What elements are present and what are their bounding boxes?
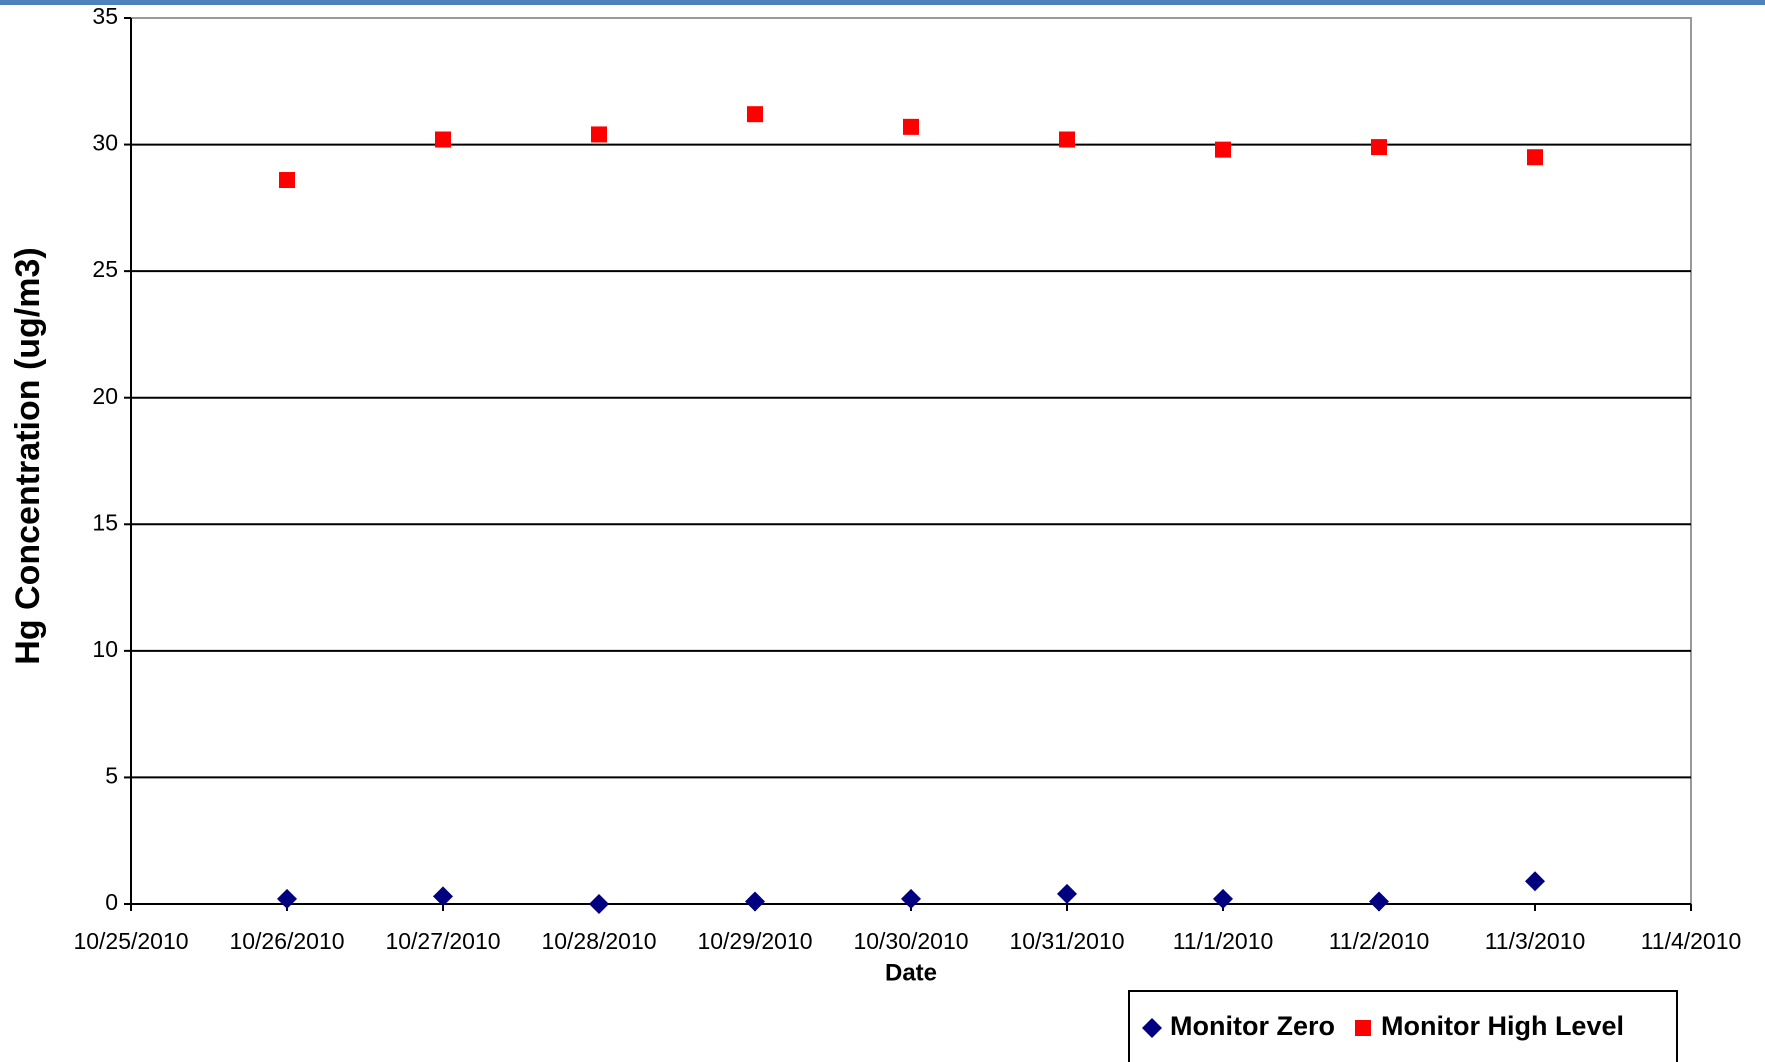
x-tick-label: 10/31/2010 xyxy=(1009,928,1124,954)
x-tick-label: 10/27/2010 xyxy=(385,928,500,954)
point xyxy=(1371,139,1387,156)
x-tick-label: 11/4/2010 xyxy=(1641,928,1742,954)
y-tick-label: 0 xyxy=(105,889,118,915)
point xyxy=(1059,131,1075,148)
point xyxy=(1213,888,1233,909)
point xyxy=(1057,883,1077,904)
point xyxy=(433,886,453,907)
legend-marker xyxy=(1142,1018,1162,1038)
x-axis-label: Date xyxy=(885,959,937,986)
y-axis-label: Hg Concentration (ug/m3) xyxy=(9,247,47,664)
plot-border xyxy=(131,17,1692,904)
point xyxy=(277,888,297,909)
point xyxy=(591,126,607,143)
point xyxy=(1215,141,1231,158)
x-tick-label: 10/28/2010 xyxy=(541,928,656,954)
point xyxy=(901,888,921,909)
y-tick-label: 10 xyxy=(92,636,118,662)
x-tick-label: 10/26/2010 xyxy=(229,928,344,954)
y-tick-label: 25 xyxy=(92,256,118,282)
top-bar xyxy=(0,0,1765,5)
point xyxy=(1527,149,1543,166)
y-tick-label: 5 xyxy=(105,763,118,789)
x-tick-label: 10/30/2010 xyxy=(853,928,968,954)
point xyxy=(589,894,609,914)
legend xyxy=(1128,990,1678,1062)
x-tick-label: 11/3/2010 xyxy=(1485,928,1586,954)
y-tick-label: 30 xyxy=(92,130,118,156)
x-tick-label: 10/25/2010 xyxy=(73,928,188,954)
point xyxy=(903,118,919,135)
x-tick-label: 11/2/2010 xyxy=(1329,928,1430,954)
x-tick-label: 10/29/2010 xyxy=(697,928,812,954)
point xyxy=(279,172,295,189)
y-tick-label: 20 xyxy=(92,383,118,409)
x-tick-label: 11/1/2010 xyxy=(1173,928,1274,954)
y-tick-label: 15 xyxy=(92,509,118,535)
point xyxy=(435,131,451,148)
point xyxy=(1525,871,1545,892)
legend-label: Monitor Zero xyxy=(1170,1011,1335,1041)
y-tick-label: 35 xyxy=(92,3,118,29)
point xyxy=(747,106,763,123)
legend-marker xyxy=(1354,1020,1371,1036)
point xyxy=(745,891,765,912)
point xyxy=(1369,891,1389,912)
legend-label: Monitor High Level xyxy=(1381,1011,1624,1041)
